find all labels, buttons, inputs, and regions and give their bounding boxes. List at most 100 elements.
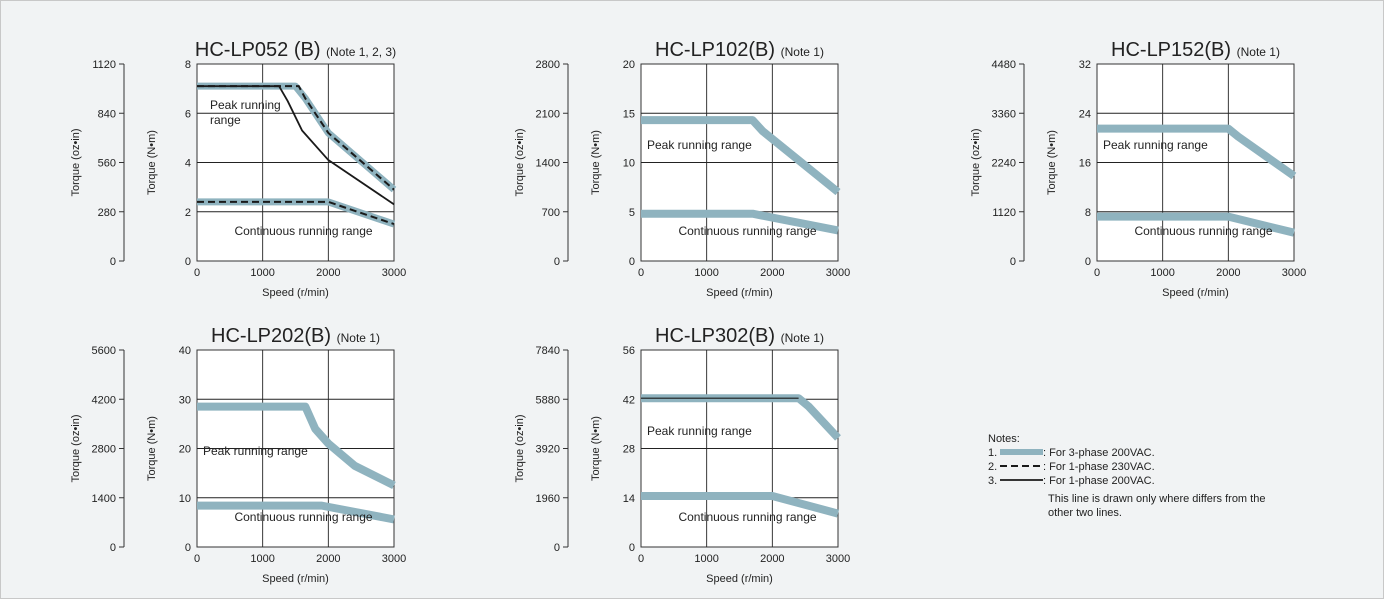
y2-tick-label: 4200 — [92, 394, 116, 406]
y-tick-label: 15 — [623, 108, 635, 120]
chart-title: HC-LP202(B) (Note 1) — [211, 325, 380, 347]
y2-tick-label: 3360 — [992, 108, 1016, 120]
continuous-range-label: Continuous running range — [234, 224, 372, 238]
x-tick-label: 0 — [638, 553, 644, 565]
chart-panel-3: 0 8 16 24 32 0 1120 2240 3360 4480 0 1000 2000 3000 Sp… — [970, 39, 1306, 299]
chart-title-main: HC-LP302(B) — [655, 325, 781, 347]
x-tick-label: 0 — [638, 267, 644, 279]
x-tick-label: 3000 — [826, 553, 850, 565]
note-text: : For 1-phase 200VAC. — [1043, 475, 1155, 487]
x-tick-label: 0 — [194, 267, 200, 279]
notes-legend: Notes: 1. : For 3-phase 200VAC. 2. : For 1-p… — [988, 433, 1265, 519]
y2-axis-label: Torque (oz•in) — [514, 414, 526, 482]
x-tick-label: 0 — [1094, 267, 1100, 279]
y-tick-label: 20 — [623, 59, 635, 71]
y-tick-label: 32 — [1079, 59, 1091, 71]
chart-title-main: HC-LP202(B) — [211, 325, 337, 347]
y2-tick-label: 2800 — [92, 444, 116, 456]
note-text: : For 3-phase 200VAC. — [1043, 447, 1155, 459]
x-tick-label: 2000 — [1216, 267, 1240, 279]
y-tick-label: 6 — [185, 108, 191, 120]
y2-tick-label: 3920 — [536, 444, 560, 456]
y-axis-label: Torque (N•m) — [1046, 130, 1058, 195]
notes-heading: Notes: — [988, 433, 1020, 445]
chart-panel-5: 0 14 28 42 56 0 1960 3920 5880 7840 0 1000 2000 3000 S… — [514, 325, 850, 585]
y-tick-label: 40 — [179, 345, 191, 357]
y2-tick-label: 2240 — [992, 158, 1016, 170]
y2-axis-label: Torque (oz•in) — [70, 128, 82, 196]
y-tick-label: 0 — [1085, 256, 1091, 268]
continuous-range-label: Continuous running range — [678, 510, 816, 524]
y-tick-label: 0 — [629, 542, 635, 554]
y2-tick-label: 280 — [98, 207, 116, 219]
peak-range-label: Peak running range — [647, 424, 752, 438]
y2-tick-label: 5600 — [92, 345, 116, 357]
x-tick-label: 3000 — [1282, 267, 1306, 279]
y2-tick-label: 1120 — [92, 59, 116, 71]
chart-title-note: (Note 1) — [337, 331, 380, 345]
y-tick-label: 24 — [1079, 108, 1091, 120]
y-axis-label: Torque (N•m) — [146, 130, 158, 195]
note-extra-text: other two lines. — [1048, 507, 1122, 519]
x-axis-label: Speed (r/min) — [706, 287, 773, 299]
series-line-1 — [197, 402, 396, 490]
note-number: 1. — [988, 447, 997, 459]
y-tick-label: 0 — [185, 542, 191, 554]
y2-tick-label: 1400 — [536, 158, 560, 170]
y2-tick-label: 4480 — [992, 59, 1016, 71]
x-axis-label: Speed (r/min) — [262, 573, 329, 585]
y2-axis-label: Torque (oz•in) — [70, 414, 82, 482]
continuous-range-label: Continuous running range — [678, 224, 816, 238]
chart-title-note: (Note 1) — [781, 45, 824, 59]
y2-tick-label: 0 — [554, 256, 560, 268]
x-tick-label: 2000 — [760, 267, 784, 279]
x-tick-label: 1000 — [694, 267, 718, 279]
chart-title: HC-LP052 (B) (Note 1, 2, 3) — [195, 39, 396, 61]
y-tick-label: 28 — [623, 444, 635, 456]
chart-panel-2: 0 5 10 15 20 0 700 1400 2100 2800 0 1000 2000 3000 Spe… — [514, 39, 850, 299]
note-number: 3. — [988, 475, 997, 487]
x-tick-label: 1000 — [694, 553, 718, 565]
series-line-3 — [197, 85, 395, 206]
y2-tick-label: 0 — [110, 542, 116, 554]
series-line-1 — [641, 116, 841, 196]
continuous-range-label: Continuous running range — [1134, 224, 1272, 238]
y2-tick-label: 2100 — [536, 108, 560, 120]
x-tick-label: 1000 — [250, 267, 274, 279]
y2-axis-label: Torque (oz•in) — [514, 128, 526, 196]
chart-title-note: (Note 1, 2, 3) — [326, 45, 396, 59]
chart-title: HC-LP302(B) (Note 1) — [655, 325, 824, 347]
y2-tick-label: 0 — [110, 256, 116, 268]
note-number: 2. — [988, 461, 997, 473]
x-tick-label: 1000 — [250, 553, 274, 565]
series-line-1 — [1097, 124, 1297, 180]
y2-tick-label: 1960 — [536, 493, 560, 505]
y-tick-label: 8 — [1085, 207, 1091, 219]
y2-tick-label: 700 — [542, 207, 560, 219]
chart-title-main: HC-LP052 (B) — [195, 39, 326, 61]
chart-title-note: (Note 1) — [1237, 45, 1280, 59]
y-tick-label: 0 — [185, 256, 191, 268]
y2-tick-label: 1400 — [92, 493, 116, 505]
y2-tick-label: 7840 — [536, 345, 560, 357]
x-tick-label: 2000 — [316, 553, 340, 565]
series-line-2 — [197, 501, 395, 524]
y2-tick-label: 840 — [98, 108, 116, 120]
note-text: : For 1-phase 230VAC. — [1043, 461, 1155, 473]
series-line-5 — [197, 200, 395, 226]
x-tick-label: 2000 — [316, 267, 340, 279]
y-tick-label: 10 — [179, 493, 191, 505]
chart-panel-1: 0 2 4 6 8 0 280 560 840 1120 0 1000 2000 3000 Speed (r… — [70, 39, 406, 299]
y-tick-label: 10 — [623, 158, 635, 170]
y2-tick-label: 5880 — [536, 394, 560, 406]
y-tick-label: 16 — [1079, 158, 1091, 170]
chart-title-main: HC-LP102(B) — [655, 39, 781, 61]
peak-range-label: Peak running range — [203, 444, 308, 458]
series-line-3 — [641, 491, 840, 518]
y-axis-label: Torque (N•m) — [590, 130, 602, 195]
peak-range-label: Peak running — [210, 98, 281, 112]
y2-axis-label: Torque (oz•in) — [970, 128, 982, 196]
y-tick-label: 0 — [629, 256, 635, 268]
x-tick-label: 3000 — [382, 267, 406, 279]
